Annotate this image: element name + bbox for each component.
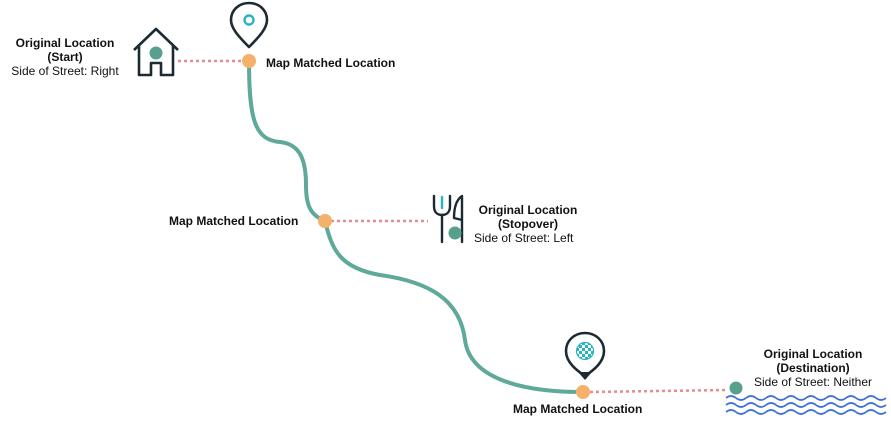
fork-knife-icon <box>432 194 464 244</box>
stopover-title-line2: (Stopover) <box>498 217 558 231</box>
stopover-title-line1: Original Location <box>478 203 578 217</box>
map-pin-icon <box>229 1 269 49</box>
stopover-original-point <box>448 226 462 240</box>
start-matched-point <box>242 54 256 68</box>
destination-original-label: Original Location (Destination) Side of … <box>748 347 878 389</box>
start-matched-label: Map Matched Location <box>266 56 396 70</box>
start-title-line1: Original Location <box>15 36 115 50</box>
house-icon <box>133 27 179 77</box>
stopover-matched-label: Map Matched Location <box>169 214 299 228</box>
start-side-of-street: Side of Street: Right <box>11 64 119 78</box>
destination-connector <box>589 388 729 394</box>
water-waves-icon <box>725 395 887 415</box>
route-line <box>247 59 585 394</box>
destination-original-point <box>729 381 743 395</box>
checkered-flag-pin-icon <box>564 331 606 378</box>
start-original-label: Original Location (Start) Side of Street… <box>6 36 124 78</box>
start-title-line2: (Start) <box>47 50 83 64</box>
stopover-matched-point <box>318 214 332 228</box>
destination-side-of-street: Side of Street: Neither <box>753 375 873 389</box>
destination-matched-point <box>576 385 590 399</box>
stopover-original-label: Original Location (Stopover) Side of Str… <box>474 203 582 245</box>
stopover-side-of-street: Side of Street: Left <box>474 231 574 245</box>
start-original-point <box>149 46 163 60</box>
destination-title-line1: Original Location <box>763 347 863 361</box>
destination-title-line2: (Destination) <box>776 361 850 375</box>
destination-matched-label: Map Matched Location <box>513 402 643 416</box>
pin-tip <box>578 372 592 380</box>
